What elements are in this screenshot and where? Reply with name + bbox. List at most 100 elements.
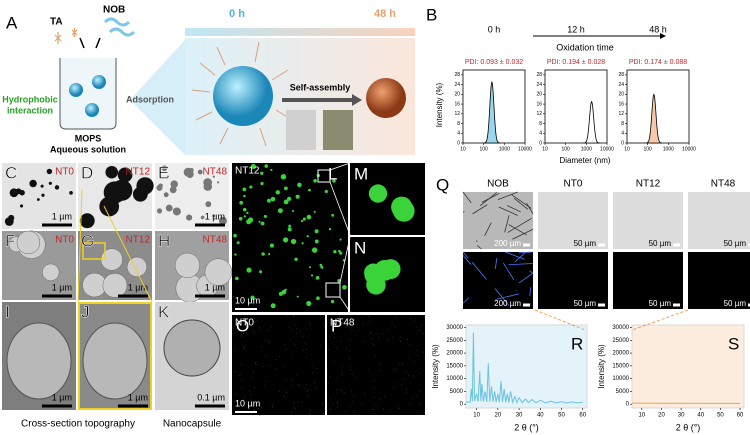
- x-tick-label: 10000: [682, 146, 696, 152]
- particle: [36, 198, 40, 201]
- scale-label: 1 µm: [52, 211, 72, 221]
- particle: [205, 201, 212, 208]
- particle: [41, 193, 45, 197]
- scale-label: 1 µm: [52, 282, 72, 292]
- x-tick-label: 10: [638, 413, 645, 419]
- capsule-cross-section: [6, 322, 72, 400]
- noise: [264, 380, 266, 382]
- noise: [306, 328, 308, 330]
- solution-label: Aqueous solution: [50, 144, 126, 154]
- fluorescence-image: [232, 315, 325, 415]
- particle: [170, 180, 178, 188]
- noise: [286, 392, 287, 393]
- noise: [391, 322, 393, 324]
- noise: [240, 336, 242, 338]
- y-tick-label: 12: [454, 111, 460, 117]
- particle: [161, 165, 168, 172]
- noise: [289, 339, 291, 341]
- noise: [339, 316, 340, 318]
- noise: [297, 316, 299, 318]
- noise: [335, 377, 337, 379]
- column-label: NT48: [711, 179, 736, 190]
- particle: [69, 191, 73, 195]
- noise: [254, 409, 256, 411]
- fluorescent-particle: [277, 208, 283, 214]
- particle: [218, 216, 227, 225]
- noise: [262, 366, 264, 367]
- noise: [329, 336, 331, 338]
- y-tick-label: 4: [621, 131, 624, 137]
- noise: [252, 329, 253, 331]
- y-tick-label: 0: [539, 140, 542, 146]
- noise: [393, 369, 395, 371]
- y-tick-label: 16: [536, 101, 542, 107]
- noise: [260, 407, 262, 409]
- fluorescent-particle: [368, 184, 388, 203]
- sample-label: NT0: [55, 235, 74, 246]
- particle: [102, 273, 128, 298]
- time-label: 48 h: [649, 24, 667, 34]
- time-start: 0 h: [229, 8, 245, 20]
- crystal: [462, 255, 472, 265]
- scale-label: 1 µm: [52, 392, 72, 402]
- noise: [306, 349, 307, 350]
- fluorescent-particle: [275, 190, 280, 195]
- nanocapsule: [366, 78, 406, 118]
- y-tick-label: 12: [618, 111, 624, 117]
- noise: [316, 387, 318, 388]
- noise: [322, 413, 324, 415]
- panel-label: I: [5, 302, 10, 321]
- noise: [311, 365, 313, 367]
- fluorescent-particle: [338, 249, 341, 253]
- nob-label: NOB: [103, 5, 125, 16]
- noise: [409, 344, 411, 346]
- fluorescent-particle: [287, 196, 292, 202]
- fluorescent-particle: [267, 252, 271, 256]
- noise: [272, 405, 273, 406]
- fluorescent-particle: [288, 224, 292, 228]
- x-tick-label: 60: [737, 413, 744, 419]
- microscope-image: [613, 192, 683, 249]
- fluorescent-particle: [247, 217, 254, 223]
- noise: [259, 414, 261, 416]
- noise: [342, 374, 344, 376]
- scale-label: 50 µm: [724, 239, 747, 248]
- noise: [285, 390, 287, 391]
- crystal: [508, 224, 527, 236]
- particle: [15, 188, 22, 195]
- noise: [412, 397, 414, 399]
- x-tick-label: 10000: [600, 146, 614, 152]
- x-tick-label: 10000: [518, 146, 532, 152]
- y-tick-label: 0: [626, 402, 630, 408]
- noise: [259, 327, 261, 329]
- crystal: [497, 191, 518, 200]
- fluorescent-particle: [295, 194, 300, 199]
- crystal: [508, 263, 533, 266]
- particle: [186, 214, 193, 221]
- pdi-label: PDI: 0.174 ± 0.088: [629, 59, 687, 66]
- noise: [297, 384, 299, 386]
- noise: [420, 402, 422, 404]
- crystal: [475, 240, 478, 242]
- noise: [373, 412, 375, 414]
- arrow-head: [660, 33, 666, 39]
- noise: [372, 407, 373, 409]
- plot-frame: [626, 69, 690, 144]
- zoom-box: [317, 169, 331, 183]
- pdi-label: PDI: 0.093 ± 0.032: [465, 59, 523, 66]
- ta-label: TA: [50, 17, 63, 28]
- microscope-image: [538, 252, 608, 309]
- fluorescent-particle: [301, 242, 304, 245]
- noise: [407, 357, 409, 359]
- panel-label: O: [236, 316, 249, 335]
- panel-label: K: [158, 302, 170, 321]
- particle: [163, 192, 169, 198]
- noise: [351, 329, 353, 331]
- noise: [400, 384, 402, 386]
- fluorescence-image: [350, 163, 425, 235]
- particle: [29, 179, 37, 188]
- noise: [259, 330, 260, 332]
- noise: [234, 349, 236, 351]
- panel-label: B: [426, 5, 437, 24]
- crystal: [476, 245, 482, 250]
